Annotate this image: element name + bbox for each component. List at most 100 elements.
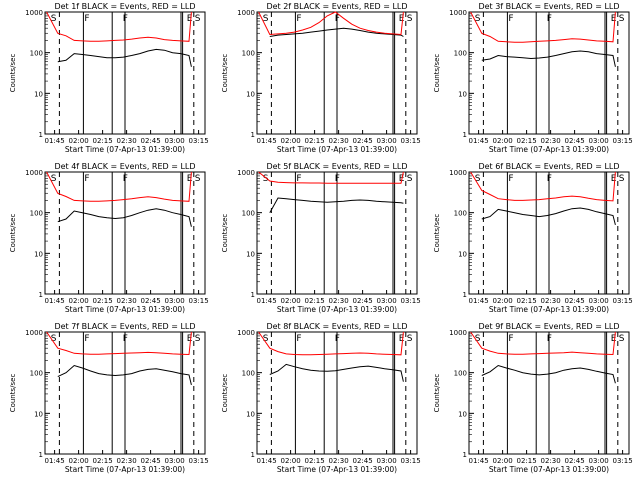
chart-9-ytick-label: 1000 [449, 329, 467, 337]
chart-3-ytick-label: 1000 [449, 9, 467, 17]
chart-3-ytick-label: 1 [463, 131, 467, 139]
chart-4-xtick-label: 01:45 [45, 297, 65, 305]
chart-9-xtick-label: 02:30 [541, 457, 561, 465]
chart-2-marker-s: S [263, 14, 269, 24]
chart-8-xtick-label: 02:30 [329, 457, 349, 465]
chart-9-marker-s: S [619, 334, 625, 344]
chart-1-xtick-label: 02:15 [93, 137, 113, 145]
chart-2-ytick-label: 10 [246, 90, 255, 98]
chart-8-ytick-label: 100 [242, 370, 255, 378]
chart-3-xtick-label: 03:00 [589, 137, 609, 145]
chart-8-xtick-label: 02:15 [305, 457, 325, 465]
chart-5-title: Det 5f BLACK = Events, RED = LLD [266, 162, 407, 171]
chart-2-xtick-label: 03:00 [377, 137, 397, 145]
chart-5: Det 5f BLACK = Events, RED = LLD 1 10 100 10… [221, 162, 421, 314]
chart-4-events-line [57, 208, 192, 227]
chart-9-ylabel: Counts/sec [433, 374, 441, 413]
chart-5-xtick-label: 02:30 [329, 297, 349, 305]
chart-2-marker-s: S [407, 14, 413, 24]
chart-8-events-line [269, 363, 404, 382]
chart-6-title: Det 6f BLACK = Events, RED = LLD [478, 162, 619, 171]
chart-4-marker-f: F [123, 174, 128, 184]
chart-7-events-line [57, 364, 192, 386]
chart-7-xtick-label: 02:00 [69, 457, 89, 465]
chart-3-marker-s: S [475, 14, 481, 24]
chart-3-xtick-label: 02:30 [541, 137, 561, 145]
chart-5-lld-line [258, 171, 404, 184]
chart-7-marker-s: S [195, 334, 201, 344]
chart-4-ytick-label: 1000 [25, 169, 43, 177]
chart-1-xtick-label: 03:00 [165, 137, 185, 145]
chart-5-marker-s: S [407, 174, 413, 184]
chart-6-lld-line [470, 171, 616, 202]
chart-1-xtick-label: 02:30 [117, 137, 137, 145]
chart-8-ytick-label: 1000 [237, 329, 255, 337]
chart-7-ytick-label: 100 [30, 370, 43, 378]
chart-5-xtick-label: 03:00 [377, 297, 397, 305]
chart-4-xtick-label: 02:45 [141, 297, 161, 305]
chart-4-xtick-label: 02:15 [93, 297, 113, 305]
chart-6: Det 6f BLACK = Events, RED = LLD 1 10 100 10… [433, 162, 633, 314]
chart-9-xtick-label: 01:45 [469, 457, 489, 465]
chart-6-xtick-label: 02:00 [493, 297, 513, 305]
chart-1-xtick-label: 01:45 [45, 137, 65, 145]
chart-5-xtick-label: 02:15 [305, 297, 325, 305]
chart-2-marker-f: F [335, 14, 340, 24]
chart-4-title: Det 4f BLACK = Events, RED = LLD [54, 162, 195, 171]
chart-9-xtick-label: 03:00 [589, 457, 609, 465]
chart-7-xlabel: Start Time (07-Apr-13 01:39:00) [65, 465, 185, 474]
chart-7-xtick-label: 01:45 [45, 457, 65, 465]
chart-9-ytick-label: 1 [463, 451, 467, 459]
chart-9-lld-line [470, 331, 616, 356]
chart-6-xtick-label: 03:15 [613, 297, 633, 305]
chart-8-xtick-label: 02:00 [281, 457, 301, 465]
chart-2-events-line [269, 27, 404, 37]
chart-8-lld-line [258, 331, 404, 356]
chart-1-ytick-label: 100 [30, 50, 43, 58]
chart-7-ytick-label: 10 [34, 410, 43, 418]
chart-1-xtick-label: 02:00 [69, 137, 89, 145]
chart-9-title: Det 9f BLACK = Events, RED = LLD [478, 322, 619, 331]
chart-4-marker-f: F [84, 174, 89, 184]
chart-7-xtick-label: 02:45 [141, 457, 161, 465]
chart-9-xlabel: Start Time (07-Apr-13 01:39:00) [489, 465, 609, 474]
chart-9-ytick-label: 10 [458, 410, 467, 418]
chart-5-ylabel: Counts/sec [221, 214, 229, 253]
chart-4-xtick-label: 03:15 [189, 297, 209, 305]
chart-4-ytick-label: 1 [39, 291, 43, 299]
chart-1-xtick-label: 03:15 [189, 137, 209, 145]
chart-4-xtick-label: 02:00 [69, 297, 89, 305]
chart-8-xtick-label: 03:15 [401, 457, 421, 465]
chart-2-xtick-label: 02:15 [305, 137, 325, 145]
chart-5-xtick-label: 02:00 [281, 297, 301, 305]
chart-5-marker-f: F [335, 174, 340, 184]
chart-7-title: Det 7f BLACK = Events, RED = LLD [54, 322, 195, 331]
chart-5-xtick-label: 02:45 [353, 297, 373, 305]
chart-5-marker-f: F [296, 174, 301, 184]
chart-2-xtick-label: 02:00 [281, 137, 301, 145]
chart-9: Det 9f BLACK = Events, RED = LLD 1 10 100 10… [433, 322, 633, 474]
chart-5-xtick-label: 03:15 [401, 297, 421, 305]
chart-6-xlabel: Start Time (07-Apr-13 01:39:00) [489, 305, 609, 314]
chart-6-ylabel: Counts/sec [433, 214, 441, 253]
chart-4-ytick-label: 10 [34, 250, 43, 258]
chart-6-ytick-label: 1000 [449, 169, 467, 177]
chart-1-marker-f: F [123, 14, 128, 24]
chart-1-marker-s: S [51, 14, 57, 24]
chart-3-xtick-label: 02:45 [565, 137, 585, 145]
chart-9-marker-f: F [508, 334, 513, 344]
chart-2-marker-e: E [399, 14, 405, 24]
chart-4-xtick-label: 02:30 [117, 297, 137, 305]
chart-5-marker-s: S [263, 174, 269, 184]
chart-3-ytick-label: 10 [458, 90, 467, 98]
chart-7-marker-f: F [123, 334, 128, 344]
chart-3-xtick-label: 03:15 [613, 137, 633, 145]
chart-5-ytick-label: 10 [246, 250, 255, 258]
chart-6-ytick-label: 1 [463, 291, 467, 299]
chart-1-marker-f: F [84, 14, 89, 24]
chart-2-ytick-label: 1000 [237, 9, 255, 17]
chart-5-xlabel: Start Time (07-Apr-13 01:39:00) [277, 305, 397, 314]
chart-4-ylabel: Counts/sec [9, 214, 17, 253]
chart-5-events-line [269, 197, 404, 213]
